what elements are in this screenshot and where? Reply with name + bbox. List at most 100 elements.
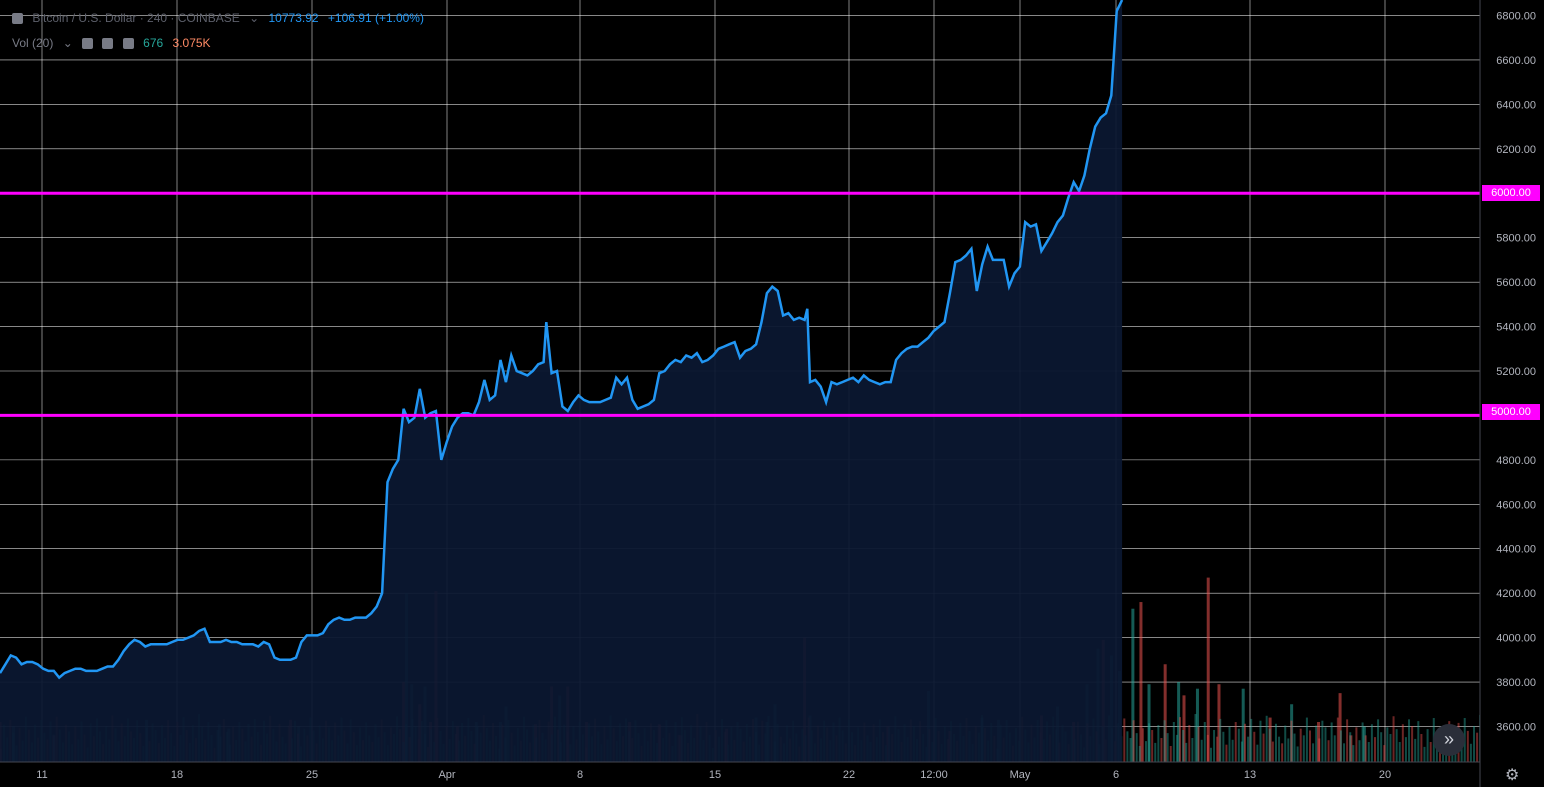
volume-bar xyxy=(1131,608,1135,762)
y-tick-label: 5600.00 xyxy=(1496,277,1536,289)
y-tick-label: 4000.00 xyxy=(1496,633,1536,645)
volume-bar xyxy=(1302,735,1305,762)
x-tick-label: 8 xyxy=(577,769,583,781)
volume-bar xyxy=(1188,725,1191,762)
volume-bar xyxy=(1364,735,1367,762)
volume-bar xyxy=(1278,736,1281,762)
volume-bar xyxy=(1398,742,1401,762)
level-tag-6000: 6000.00 xyxy=(1482,185,1540,201)
volume-bar xyxy=(1147,684,1151,762)
volume-bar xyxy=(1330,722,1333,762)
volume-bar xyxy=(1148,723,1151,762)
symbol-logo-icon xyxy=(12,13,23,25)
volume-bar xyxy=(1191,738,1194,762)
x-tick-label: 11 xyxy=(36,769,47,781)
volume-bar xyxy=(1194,714,1197,762)
volume-bar xyxy=(1296,746,1299,762)
chevron-down-icon[interactable]: ⌄ xyxy=(62,36,73,50)
x-tick-label: May xyxy=(1010,769,1031,781)
price-line xyxy=(0,0,1124,680)
gear-icon[interactable]: ⚙ xyxy=(1505,767,1520,784)
volume-bar xyxy=(1367,742,1370,762)
horizontal-levels xyxy=(0,191,1480,417)
volume-bar xyxy=(1281,743,1284,762)
volume-bar xyxy=(1247,736,1250,762)
volume-bar xyxy=(1154,742,1157,762)
volume-bar xyxy=(1175,734,1178,762)
volume-bar xyxy=(1197,726,1200,762)
volume-bar xyxy=(1401,724,1404,762)
x-tick-label: 25 xyxy=(306,769,318,781)
x-tick-label: Apr xyxy=(438,769,455,781)
y-tick-label: 6200.00 xyxy=(1496,144,1536,156)
volume-bar xyxy=(1315,725,1318,762)
volume-bar xyxy=(1349,732,1352,762)
volume-bar xyxy=(1244,723,1247,762)
volume-bar xyxy=(1177,682,1181,762)
volume-bar xyxy=(1392,716,1395,762)
volume-bar xyxy=(1339,730,1342,762)
x-axis-ticks: 11 18 25 Apr 8 15 22 12:00 May 6 13 20 xyxy=(36,769,1391,781)
x-tick-label: 13 xyxy=(1244,769,1256,781)
volume-bar xyxy=(1469,743,1472,762)
volume-bar xyxy=(1404,737,1407,762)
y-axis-ticks: 3600.00 3800.00 4000.00 4200.00 4400.00 4600.… xyxy=(1496,11,1536,734)
volume-bar xyxy=(1240,741,1243,762)
y-tick-label: 6400.00 xyxy=(1496,99,1536,111)
volume-bar xyxy=(1308,730,1311,762)
volume-bar xyxy=(1386,727,1389,762)
volume-bar xyxy=(1144,741,1147,762)
volume-bar xyxy=(1179,717,1182,762)
volume-bar xyxy=(1476,732,1479,762)
double-chevron-right-icon[interactable]: » xyxy=(1433,724,1465,756)
volume-bar xyxy=(1290,720,1293,762)
volume-bar xyxy=(1259,720,1262,762)
volume-bar xyxy=(1213,730,1216,762)
volume-bar xyxy=(1312,743,1315,762)
volume-bar xyxy=(1411,726,1414,762)
volume-bar xyxy=(1429,742,1432,762)
volume-bar xyxy=(1123,718,1126,762)
volume-bar xyxy=(1377,719,1380,762)
volume-bar xyxy=(1355,727,1358,762)
volume-bar xyxy=(1271,741,1274,762)
volume-bar xyxy=(1358,740,1361,762)
volume-bar xyxy=(1420,734,1423,762)
volume-bar xyxy=(1132,720,1135,762)
volume-bar xyxy=(1473,726,1476,762)
volume-bar xyxy=(1349,735,1353,762)
y-tick-label: 4800.00 xyxy=(1496,455,1536,467)
x-tick-label: 15 xyxy=(709,769,721,781)
y-tick-label: 5800.00 xyxy=(1496,233,1536,245)
volume-bar xyxy=(1395,729,1398,762)
volume-bar xyxy=(1172,722,1175,762)
volume-bar xyxy=(1217,684,1221,762)
close-icon[interactable] xyxy=(122,38,134,50)
volume-bar xyxy=(1182,695,1186,762)
y-tick-label: 4600.00 xyxy=(1496,499,1536,511)
eye-icon[interactable] xyxy=(82,38,94,50)
volume-bar xyxy=(1222,731,1225,762)
volume-bar xyxy=(1253,731,1256,762)
volume-bar xyxy=(1206,734,1209,762)
volume-bar xyxy=(1225,744,1228,762)
price-area xyxy=(0,0,1123,762)
y-tick-label: 5200.00 xyxy=(1496,366,1536,378)
settings-icon[interactable] xyxy=(102,38,114,50)
x-tick-label: 18 xyxy=(171,769,183,781)
volume-label[interactable]: Vol (20) xyxy=(12,36,54,50)
volume-bar xyxy=(1362,726,1366,762)
volume-bar xyxy=(1293,733,1296,762)
chevron-down-icon[interactable]: ⌄ xyxy=(249,11,260,25)
volume-bar xyxy=(1361,722,1364,762)
symbol-title[interactable]: Bitcoin / U.S. Dollar · 240 · COINBASE xyxy=(32,11,240,25)
y-tick-label: 4400.00 xyxy=(1496,544,1536,556)
volume-bar xyxy=(1265,715,1268,762)
volume-bar xyxy=(1219,718,1222,762)
volume-bar xyxy=(1141,728,1144,762)
legend-volume-row: Vol (20) ⌄ 676 3.075K xyxy=(12,36,217,50)
volume-bar xyxy=(1338,693,1342,762)
volume-bar xyxy=(1333,735,1336,762)
volume-bar xyxy=(1262,733,1265,762)
